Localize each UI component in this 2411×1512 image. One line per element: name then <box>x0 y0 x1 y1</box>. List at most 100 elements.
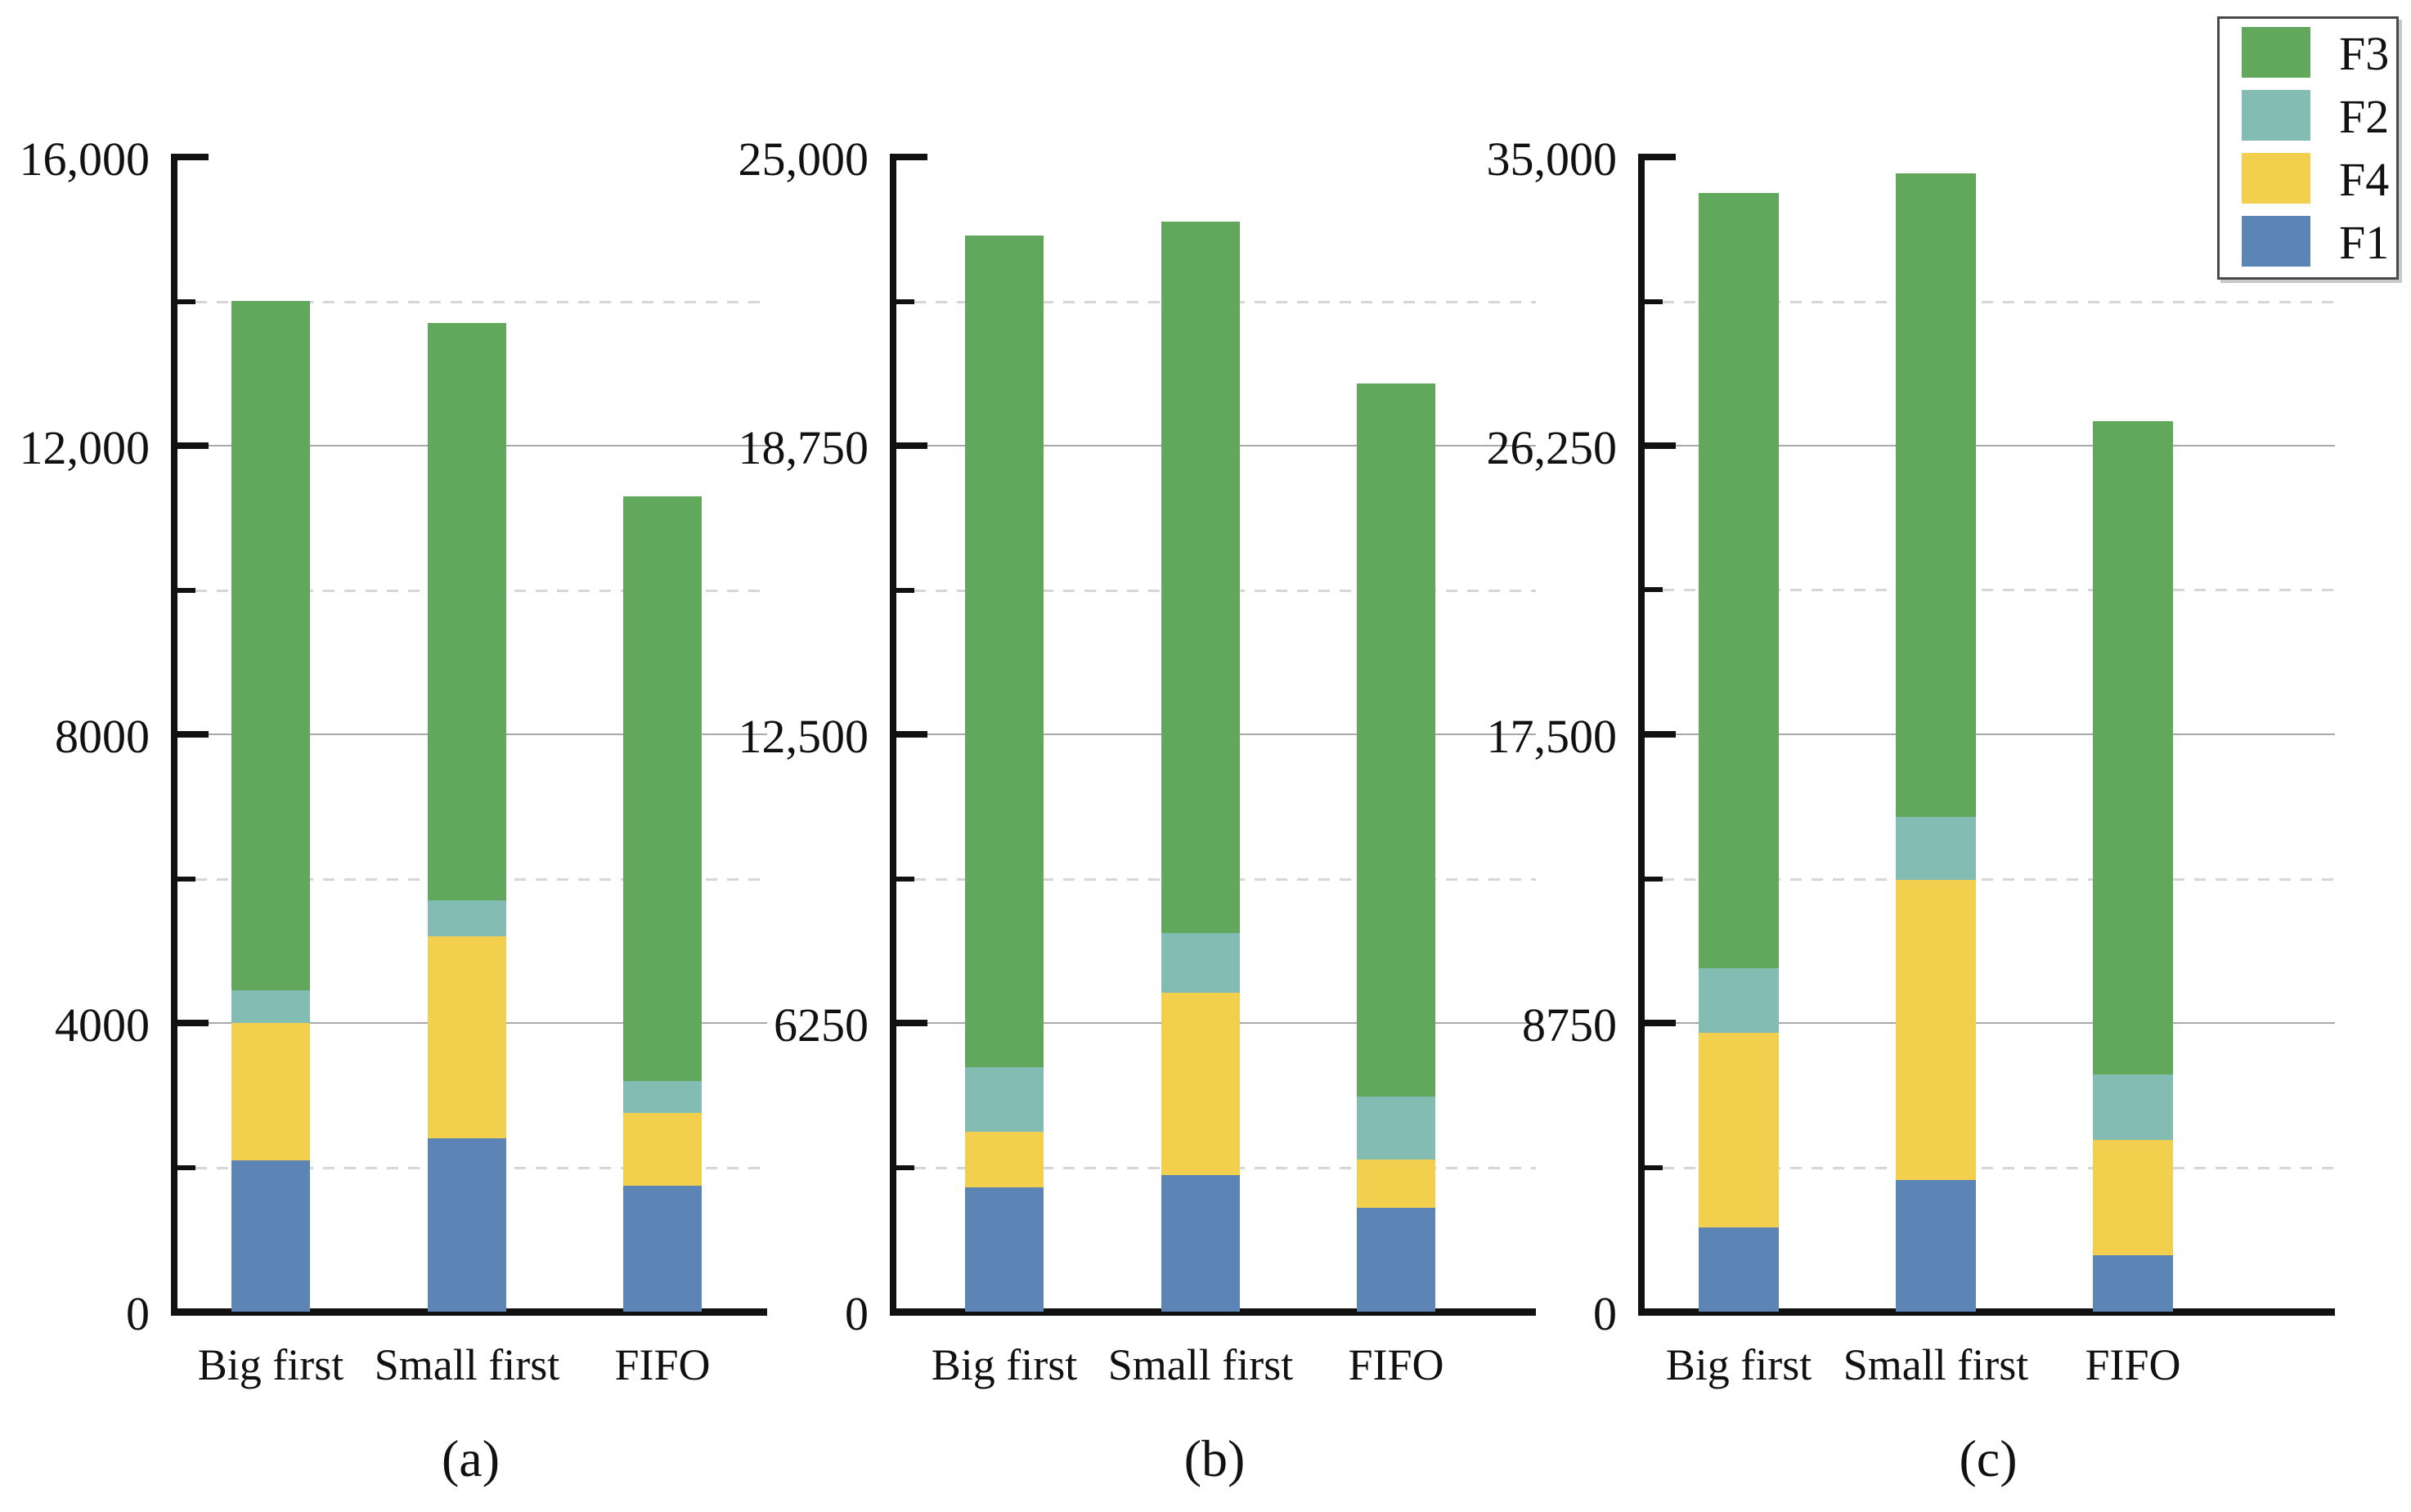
bar-segment-f3 <box>1699 193 1779 968</box>
bar-segment-f3 <box>965 236 1044 1067</box>
y-axis-major-tick <box>1641 1020 1676 1026</box>
bar-segment-f4 <box>1161 993 1240 1175</box>
legend-item-f4: F4 <box>2220 153 2396 207</box>
legend-item-f2: F2 <box>2220 90 2396 144</box>
legend-label: F1 <box>2339 216 2390 269</box>
y-tick-label: 8750 <box>1522 998 1617 1052</box>
y-tick-label: 25,000 <box>738 132 869 186</box>
major-gridline <box>1641 1022 2335 1024</box>
x-category-label: FIFO <box>614 1340 711 1389</box>
x-category-label: FIFO <box>2085 1340 2181 1389</box>
x-axis-line <box>1638 1308 2335 1316</box>
y-axis-major-tick <box>174 1020 209 1026</box>
y-axis-major-tick <box>893 442 927 449</box>
minor-gridline <box>1641 1167 2335 1169</box>
bar-segment-f1 <box>965 1187 1044 1312</box>
legend-rows: F3 F2 F4 F1 <box>2220 19 2396 277</box>
y-tick-label: 26,250 <box>1486 421 1618 474</box>
legend-label: F4 <box>2339 153 2390 206</box>
y-tick-label: 12,000 <box>19 421 150 474</box>
legend-label: F2 <box>2339 90 2390 143</box>
subplot-caption: (c) <box>1959 1429 2018 1487</box>
bar-segment-f1 <box>1161 1175 1240 1312</box>
bar-segment-f3 <box>623 496 702 1081</box>
bar-segment-f1 <box>1357 1208 1435 1312</box>
y-axis-major-tick <box>893 1020 927 1026</box>
bar-segment-f1 <box>231 1160 310 1312</box>
y-tick-label: 8000 <box>55 710 150 763</box>
subplot-caption: (b) <box>1183 1429 1246 1487</box>
x-category-label: Big first <box>931 1340 1078 1389</box>
y-tick-label: 6250 <box>774 998 869 1052</box>
y-tick-label: 4000 <box>55 998 150 1052</box>
bar-segment-f2 <box>1699 968 1779 1033</box>
legend-swatch-f4 <box>2242 153 2310 204</box>
y-axis-line <box>890 154 896 1315</box>
major-gridline <box>1641 445 2335 446</box>
y-tick-label: 0 <box>1593 1287 1617 1340</box>
bar-segment-f4 <box>1357 1160 1435 1208</box>
y-tick-label: 0 <box>126 1287 150 1340</box>
x-axis-line <box>171 1308 767 1316</box>
minor-gridline <box>1641 878 2335 881</box>
y-axis-minor-tick <box>174 299 195 304</box>
x-category-label: Small first <box>1107 1340 1294 1389</box>
bar-segment-f1 <box>623 1186 702 1312</box>
y-tick-label: 17,500 <box>1486 710 1618 763</box>
bar-segment-f3 <box>428 323 506 900</box>
bar-segment-f4 <box>1896 880 1976 1180</box>
bar-segment-f3 <box>1161 222 1240 933</box>
bar-segment-f1 <box>1699 1227 1779 1312</box>
y-tick-label: 12,500 <box>738 710 869 763</box>
y-axis-line <box>171 154 177 1315</box>
bar-segment-f4 <box>2093 1140 2173 1255</box>
y-axis-major-tick <box>174 442 209 449</box>
bar-segment-f1 <box>428 1138 506 1312</box>
y-axis-major-tick <box>893 154 927 160</box>
major-gridline <box>1641 734 2335 735</box>
bar-segment-f2 <box>623 1081 702 1113</box>
y-axis-minor-tick <box>893 299 914 304</box>
legend-swatch-f2 <box>2242 90 2310 141</box>
y-axis-minor-tick <box>174 588 195 593</box>
bar-segment-f3 <box>2093 421 2173 1075</box>
legend-item-f3: F3 <box>2220 27 2396 81</box>
y-tick-label: 35,000 <box>1486 132 1618 186</box>
y-axis-major-tick <box>893 731 927 738</box>
minor-gridline <box>174 301 767 303</box>
subplot-caption: (a) <box>441 1429 501 1487</box>
y-axis-minor-tick <box>1641 1165 1663 1170</box>
bar-segment-f2 <box>1896 817 1976 880</box>
bar-segment-f2 <box>1357 1097 1435 1160</box>
bar-segment-f3 <box>231 301 310 990</box>
bar-segment-f3 <box>1896 173 1976 817</box>
bar-segment-f4 <box>428 936 506 1138</box>
bar-segment-f4 <box>1699 1033 1779 1227</box>
x-axis-line <box>890 1308 1536 1316</box>
y-axis-major-tick <box>1641 731 1676 738</box>
x-category-label: Big first <box>1665 1340 1812 1389</box>
x-category-label: Small first <box>1843 1340 2029 1389</box>
x-category-label: Big first <box>197 1340 344 1389</box>
y-axis-minor-tick <box>1641 877 1663 882</box>
y-axis-major-tick <box>174 731 209 738</box>
y-axis-minor-tick <box>174 877 195 882</box>
x-category-label: FIFO <box>1348 1340 1444 1389</box>
bar-segment-f4 <box>965 1132 1044 1187</box>
bar-segment-f4 <box>623 1113 702 1186</box>
legend-label: F3 <box>2339 27 2390 80</box>
y-axis-minor-tick <box>893 877 914 882</box>
y-tick-label: 18,750 <box>738 421 869 474</box>
y-axis-major-tick <box>174 154 209 160</box>
y-tick-label: 16,000 <box>19 132 150 186</box>
y-axis-minor-tick <box>893 1165 914 1170</box>
minor-gridline <box>1641 301 2335 303</box>
y-axis-line <box>1638 154 1645 1315</box>
bar-segment-f4 <box>231 1023 310 1160</box>
bar-segment-f2 <box>965 1067 1044 1132</box>
minor-gridline <box>1641 589 2335 591</box>
